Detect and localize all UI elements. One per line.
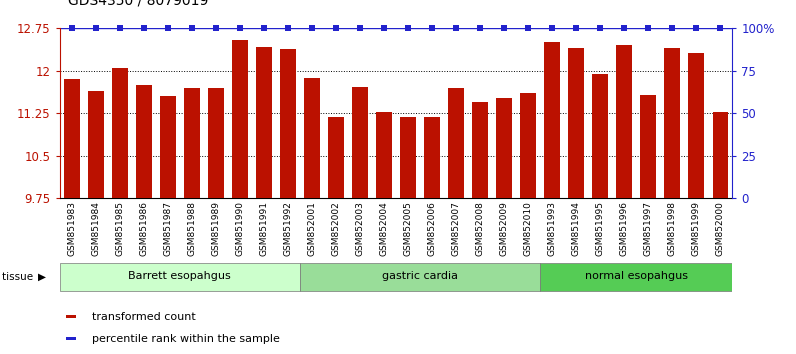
Bar (136, 85, 151, 198)
Bar (304, 78, 320, 198)
Bar (352, 87, 368, 198)
Bar (592, 74, 608, 198)
Bar (689, 53, 704, 198)
Bar (160, 96, 176, 198)
Text: Barrett esopahgus: Barrett esopahgus (128, 272, 231, 281)
Bar (328, 117, 344, 198)
Text: gastric cardia: gastric cardia (382, 272, 458, 281)
Bar (232, 40, 248, 198)
Bar (424, 117, 440, 198)
Bar (300, 263, 540, 291)
Bar (256, 47, 271, 198)
Bar (496, 98, 512, 198)
Bar (521, 93, 536, 198)
Bar (208, 88, 224, 198)
Text: ▶: ▶ (38, 272, 46, 282)
Bar (66, 337, 76, 340)
Bar (400, 117, 416, 198)
Bar (64, 79, 80, 198)
Text: transformed count: transformed count (92, 312, 196, 322)
Bar (60, 263, 300, 291)
Text: tissue: tissue (2, 272, 37, 282)
Bar (448, 88, 464, 198)
Bar (377, 112, 392, 198)
Bar (616, 45, 632, 198)
Text: GDS4350 / 8079019: GDS4350 / 8079019 (68, 0, 208, 7)
Bar (66, 315, 76, 318)
Bar (544, 42, 560, 198)
Bar (280, 49, 296, 198)
Text: normal esopahgus: normal esopahgus (585, 272, 688, 281)
Bar (88, 91, 103, 198)
Bar (665, 48, 680, 198)
Bar (641, 95, 656, 198)
Bar (540, 263, 732, 291)
Bar (568, 48, 584, 198)
Bar (184, 88, 200, 198)
Text: percentile rank within the sample: percentile rank within the sample (92, 334, 280, 344)
Bar (472, 102, 488, 198)
Bar (112, 68, 127, 198)
Bar (712, 112, 728, 198)
